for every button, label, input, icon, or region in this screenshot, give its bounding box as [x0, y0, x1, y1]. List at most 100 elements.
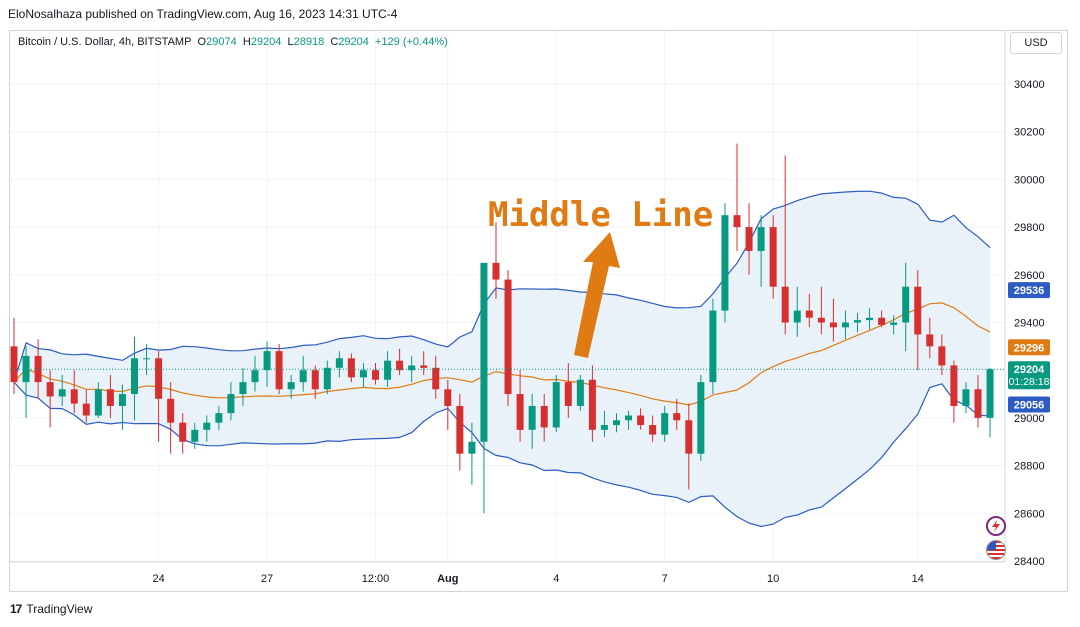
candle-body: [22, 355, 30, 383]
candle-body: [167, 398, 175, 423]
candle-body: [588, 379, 596, 430]
time-tick-label: 12:00: [362, 573, 390, 585]
candle-body: [817, 317, 825, 323]
publisher-line: EloNosalhaza published on TradingView.co…: [8, 7, 398, 21]
candle-body: [311, 370, 319, 390]
candle-body: [576, 379, 584, 406]
candle-body: [203, 422, 211, 430]
candle-body: [432, 367, 440, 390]
candle-body: [564, 382, 572, 406]
candle-body: [287, 382, 295, 390]
time-tick-label: 24: [152, 573, 164, 585]
currency-button[interactable]: USD: [1010, 32, 1062, 54]
annotation-text: Middle Line: [488, 195, 713, 235]
candle-body: [516, 394, 524, 430]
annotation-arrow-icon: [574, 232, 620, 358]
candle-body: [299, 370, 307, 383]
candle-body: [384, 360, 392, 380]
candle-body: [46, 382, 54, 397]
price-tag: [1008, 361, 1050, 390]
price-tag-text: 29204: [1014, 364, 1045, 376]
chart-frame[interactable]: [9, 30, 1068, 592]
candle-body: [359, 370, 367, 378]
candle-body: [239, 382, 247, 395]
candle-body: [878, 317, 886, 325]
time-tick-label: Aug: [437, 573, 458, 585]
candle-body: [890, 322, 898, 325]
candle-body: [118, 394, 126, 406]
price-tick-label: 28400: [1014, 556, 1045, 568]
candle-body: [866, 317, 874, 321]
candle-body: [841, 322, 849, 328]
time-tick-label: 10: [767, 573, 779, 585]
candle-body: [673, 413, 681, 421]
price-tick-label: 30400: [1014, 79, 1045, 91]
close-value: 29204: [338, 36, 369, 48]
candle-body: [456, 405, 464, 454]
candle-body: [480, 262, 488, 442]
candle-body: [661, 413, 669, 435]
us-flag-icon[interactable]: [986, 540, 1006, 560]
price-tag: [1008, 396, 1050, 413]
candle-body: [625, 415, 633, 421]
high-value: 29204: [250, 36, 282, 48]
candles: [10, 143, 994, 514]
candle-body: [721, 215, 729, 311]
candle-body: [986, 369, 994, 418]
price-tick-label: 29600: [1014, 270, 1045, 282]
candle-body: [540, 405, 548, 428]
candle-body: [552, 382, 560, 428]
candle-body: [372, 370, 379, 380]
candle-body: [854, 320, 861, 323]
price-tick-label: 29400: [1014, 318, 1045, 330]
candle-body: [396, 360, 404, 371]
candle-body: [94, 389, 102, 416]
candle-body: [10, 346, 18, 383]
price-tick-label: 28600: [1014, 508, 1045, 520]
price-tag-text: 29056: [1014, 400, 1045, 412]
candle-body: [769, 227, 777, 287]
candle-body: [263, 351, 271, 371]
candle-body: [106, 389, 114, 406]
candle-body: [697, 382, 705, 454]
price-axis: 3040030200300002980029600294002920029000…: [1014, 79, 1045, 568]
footer: 17 TradingView: [10, 602, 92, 616]
candle-body: [793, 310, 801, 323]
price-tick-label: 29800: [1014, 222, 1045, 234]
middle-line-annotation: Middle Line: [488, 195, 713, 358]
candle-body: [227, 394, 235, 414]
candle-body: [215, 413, 223, 423]
candle-body: [468, 441, 476, 454]
candle-body: [275, 351, 283, 390]
candle-body: [420, 365, 428, 368]
price-tick-label: 30000: [1014, 174, 1045, 186]
candle-body: [155, 358, 163, 399]
candle-body: [926, 334, 934, 347]
candle-body: [335, 358, 343, 368]
candle-body: [191, 429, 199, 442]
change-value: +129 (+0.44%): [375, 36, 448, 48]
bollinger-band-fill: [14, 191, 991, 527]
price-tick-label: 29000: [1014, 413, 1045, 425]
candle-body: [829, 322, 837, 328]
footer-brand[interactable]: TradingView: [26, 602, 93, 616]
price-tick-label: 30200: [1014, 127, 1045, 139]
price-tag-text: 29296: [1014, 342, 1045, 354]
candle-body: [492, 262, 500, 280]
candle-body: [323, 367, 331, 390]
upper-band-line: [13, 190, 991, 383]
high-label: H: [242, 36, 251, 48]
open-value: 29074: [206, 36, 237, 48]
candle-body: [709, 310, 717, 383]
price-tag: [1008, 339, 1050, 356]
candle-body: [757, 227, 765, 251]
candle-body: [649, 425, 657, 435]
flash-icon[interactable]: [986, 516, 1006, 536]
candle-body: [805, 310, 813, 318]
price-tag-text: 29536: [1014, 285, 1045, 297]
candle-body: [70, 389, 78, 404]
candle-body: [34, 355, 42, 383]
middle-basis-line: [13, 302, 991, 406]
low-label: L: [287, 36, 294, 48]
